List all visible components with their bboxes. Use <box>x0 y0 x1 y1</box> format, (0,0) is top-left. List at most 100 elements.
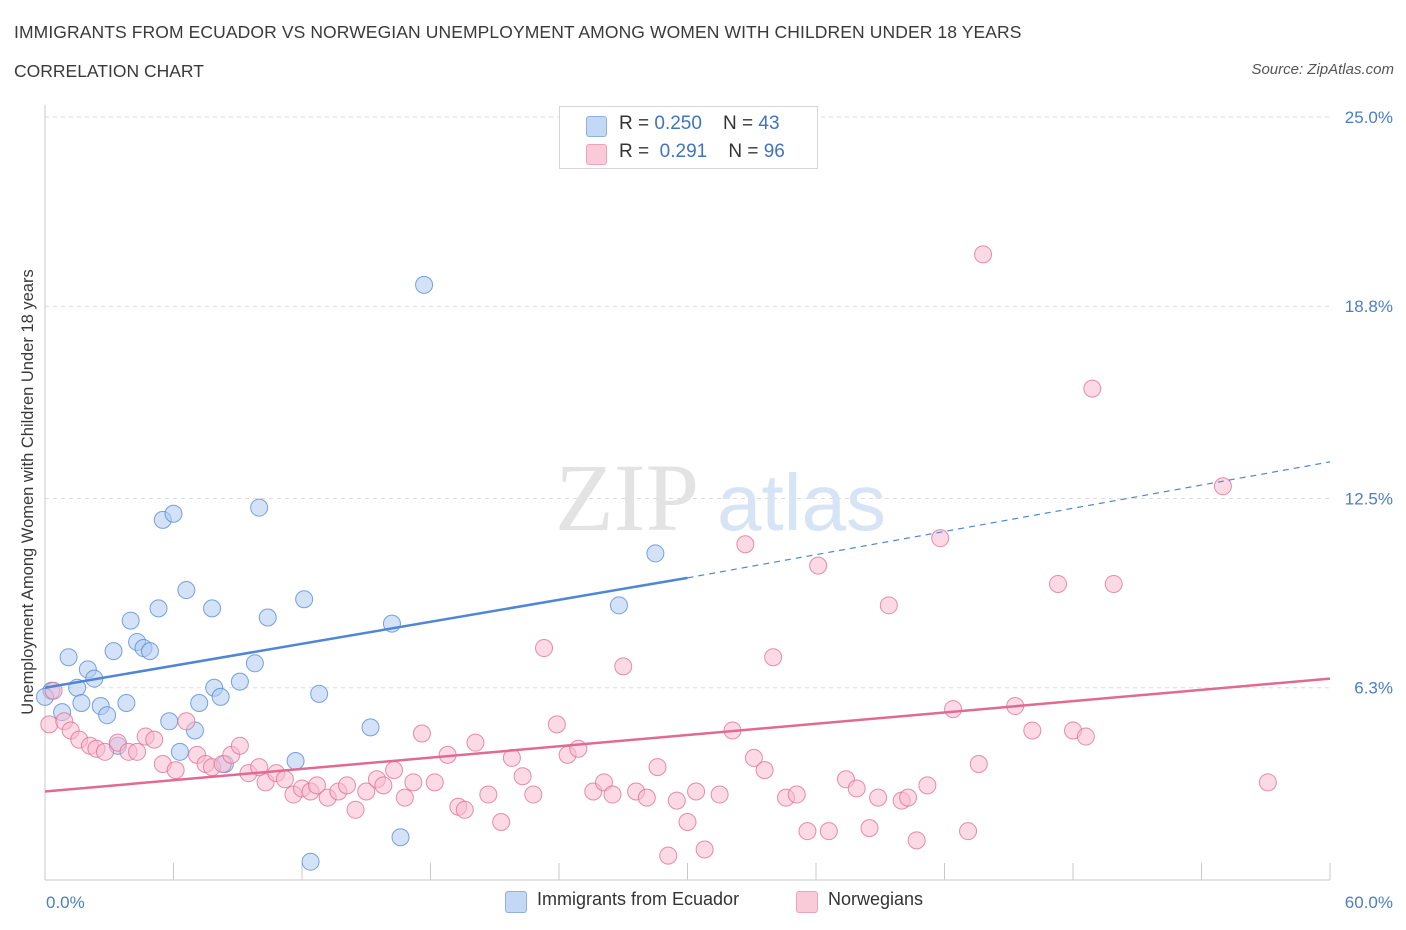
norwegian-point <box>385 761 404 780</box>
ecuador-point <box>117 693 136 712</box>
norwegian-point <box>847 779 866 798</box>
norwegian-point <box>425 773 444 792</box>
norwegian-point <box>594 773 613 792</box>
n-value: 43 <box>758 113 780 134</box>
norwegian-point <box>907 831 926 850</box>
ecuador-point <box>301 852 320 871</box>
grid-lines <box>45 116 1330 689</box>
norwegian-point <box>230 736 249 755</box>
r-label: R = <box>619 113 655 134</box>
ecuador-point <box>211 687 230 706</box>
norwegian-point <box>969 755 988 774</box>
norwegian-point <box>736 535 755 554</box>
norwegian-point <box>944 700 963 719</box>
norwegian-point <box>307 776 326 795</box>
norwegian-point <box>744 748 763 767</box>
legend-label-ecuador: Immigrants from Ecuador <box>537 889 740 909</box>
norwegian-point <box>603 785 622 804</box>
ecuador-point <box>177 581 196 600</box>
legend-swatch-ecuador <box>505 891 527 913</box>
ecuador-point <box>104 642 123 661</box>
norwegian-point <box>1104 574 1123 593</box>
ecuador-point <box>310 684 329 703</box>
x-tick-label: 0.0% <box>46 893 85 912</box>
y-tick-label: 6.3% <box>1354 679 1393 698</box>
norwegian-point <box>637 788 656 807</box>
legend-swatch-norwegians <box>586 144 607 165</box>
norwegian-trend-line <box>44 677 1331 793</box>
n-label: N = <box>723 113 759 134</box>
ecuador-point <box>609 596 628 615</box>
ecuador-point <box>646 544 665 563</box>
norwegian-point <box>455 800 474 819</box>
norwegian-point <box>547 715 566 734</box>
norwegian-point <box>412 724 431 743</box>
r-label: R = <box>619 141 655 162</box>
ecuador-point <box>203 599 222 618</box>
norwegian-point <box>860 819 879 838</box>
norwegian-point <box>1258 773 1277 792</box>
ecuador-point <box>361 718 380 737</box>
norwegian-point <box>40 715 59 734</box>
ecuador-point <box>415 275 434 294</box>
norwegian-point <box>931 529 950 548</box>
ecuador-point <box>160 712 179 731</box>
n-label: N = <box>728 141 764 162</box>
axes <box>44 105 1331 881</box>
norwegian-point <box>524 785 543 804</box>
tick-labels: 25.0% 18.8% 12.5% 6.3% 0.0% 60.0% <box>46 108 1393 912</box>
norwegian-point <box>678 813 697 832</box>
ecuador-trend-line <box>44 576 688 689</box>
ecuador-point <box>230 672 249 691</box>
norwegian-point <box>869 788 888 807</box>
norwegian-point <box>95 742 114 761</box>
norwegian-point <box>1083 379 1102 398</box>
norwegian-point <box>357 782 376 801</box>
norwegian-point <box>787 785 806 804</box>
ecuador-point <box>59 648 78 667</box>
norwegian-point <box>145 730 164 749</box>
y-tick-label: 18.8% <box>1345 297 1393 316</box>
r-value: 0.291 <box>659 141 708 162</box>
norwegian-point <box>404 773 423 792</box>
legend-swatch-norwegians <box>796 891 818 913</box>
norwegian-point <box>819 822 838 841</box>
source-credit: Source: ZipAtlas.com <box>1251 61 1394 78</box>
norwegian-point <box>466 733 485 752</box>
norwegian-point <box>569 739 588 758</box>
norwegian-point <box>974 245 993 264</box>
norwegian-point <box>755 761 774 780</box>
x-tick-label: 60.0% <box>1345 893 1393 912</box>
norwegian-point <box>275 770 294 789</box>
norwegian-point <box>337 776 356 795</box>
norwegian-point <box>1023 721 1042 740</box>
chart-subtitle: CORRELATION CHART <box>14 61 204 81</box>
y-tick-label: 25.0% <box>1345 108 1393 127</box>
norwegian-point <box>374 776 393 795</box>
norwegian-point <box>879 596 898 615</box>
norwegian-point <box>177 712 196 731</box>
norwegian-point <box>798 822 817 841</box>
norwegian-point <box>395 788 414 807</box>
norwegian-point <box>667 791 686 810</box>
ecuador-trend-extension <box>687 461 1331 579</box>
legend-label-norwegians: Norwegians <box>828 889 924 909</box>
ecuador-point <box>149 599 168 618</box>
ecuador-point <box>258 608 277 627</box>
norwegian-point <box>918 776 937 795</box>
y-tick-label: 12.5% <box>1345 490 1393 509</box>
norwegian-point <box>128 742 147 761</box>
norwegian-point <box>492 813 511 832</box>
trend-lines <box>44 461 1331 793</box>
ecuador-point <box>250 498 269 517</box>
norwegian-point <box>899 788 918 807</box>
ecuador-point <box>170 742 189 761</box>
ecuador-point <box>391 828 410 847</box>
norwegian-point <box>513 767 532 786</box>
norwegian-point <box>809 556 828 575</box>
norwegian-point <box>710 785 729 804</box>
norwegian-point <box>1076 727 1095 746</box>
norwegian-point <box>346 800 365 819</box>
norwegian-point <box>695 840 714 859</box>
ecuador-point <box>286 751 305 770</box>
